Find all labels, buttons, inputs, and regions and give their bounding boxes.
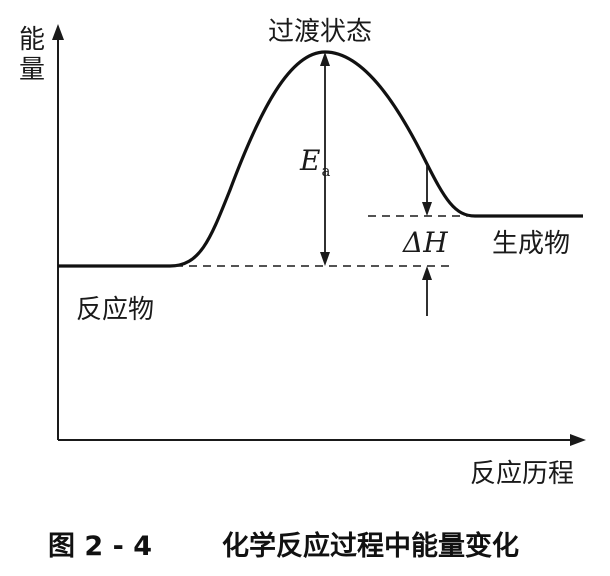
y-axis-arrow-icon bbox=[52, 24, 64, 40]
figure-caption-title: 化学反应过程中能量变化 bbox=[222, 530, 519, 562]
reactants-label: 反应物 bbox=[76, 295, 154, 325]
activation-arrow-top-icon bbox=[320, 52, 330, 66]
products-label: 生成物 bbox=[492, 229, 570, 259]
energy-curve bbox=[58, 50, 583, 268]
delta-h-lower-arrowhead-icon bbox=[422, 266, 432, 280]
delta-h-upper-arrowhead-icon bbox=[422, 202, 432, 216]
y-axis-label-char-2: 量 bbox=[19, 55, 45, 85]
activation-arrow-bottom-icon bbox=[320, 252, 330, 266]
y-axis-label-char-1: 能 bbox=[19, 25, 45, 55]
x-axis-arrow-icon bbox=[570, 434, 586, 446]
transition-state-label: 过渡状态 bbox=[268, 17, 372, 47]
delta-h-label: ΔH bbox=[402, 226, 448, 259]
figure-caption-number: 图 2 - 4 bbox=[48, 531, 152, 562]
activation-energy-label: Ea bbox=[299, 144, 330, 180]
x-axis-label: 反应历程 bbox=[470, 459, 574, 489]
